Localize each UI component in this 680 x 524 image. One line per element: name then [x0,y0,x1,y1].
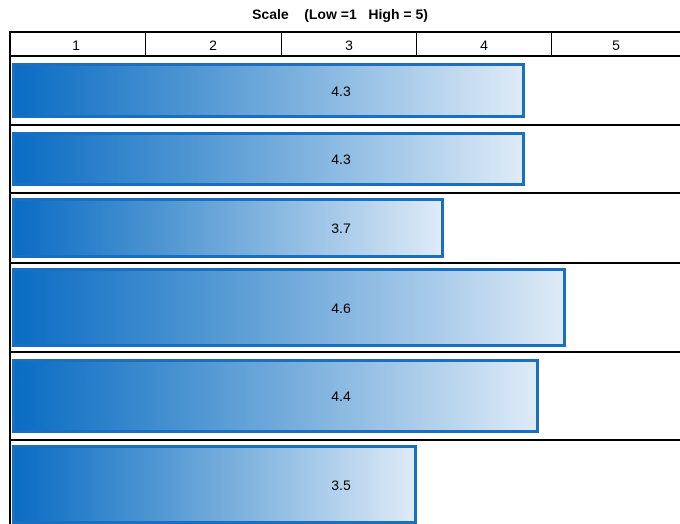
scale-header: 1 2 3 4 5 [9,31,680,57]
scale-tick-1: 1 [72,37,80,53]
scale-divider [416,33,417,55]
bar-value-label: 4.6 [331,299,351,316]
scale-tick-5: 5 [612,37,620,53]
scale-tick-2: 2 [209,37,217,53]
chart-title: Scale (Low =1 High = 5) [252,6,428,22]
row-separator [9,439,680,441]
scale-divider [281,33,282,55]
row-separator [9,124,680,126]
row-separator [9,192,680,194]
scale-tick-3: 3 [345,37,353,53]
bar: 4.3 [12,63,525,118]
bar: 3.5 [12,445,417,524]
bar: 3.7 [12,198,444,258]
bar-value-label: 4.4 [331,388,351,404]
scale-divider [145,33,146,55]
bar-value-label: 3.5 [331,476,351,493]
row-separator [9,351,680,353]
left-axis [9,31,11,524]
bar: 4.4 [12,359,539,433]
row-separator [9,262,680,264]
bar-value-label: 3.7 [331,220,351,236]
bar-value-label: 4.3 [331,151,351,167]
bar: 4.3 [12,132,525,186]
bar: 4.6 [12,268,566,347]
scale-tick-4: 4 [480,37,488,53]
bar-value-label: 4.3 [331,82,351,99]
scale-divider [551,33,552,55]
